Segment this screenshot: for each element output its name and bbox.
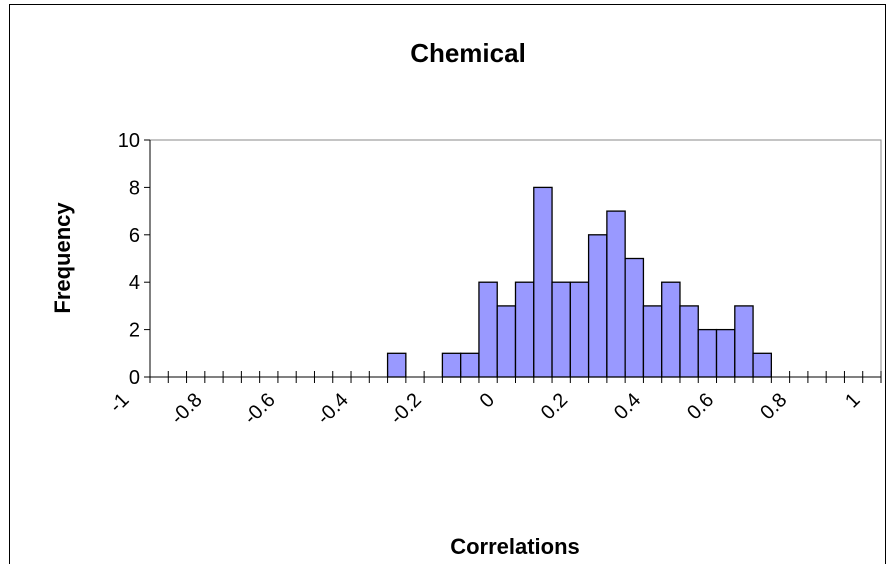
bar [624, 257, 645, 378]
chart-title: Chemical [410, 38, 526, 68]
bar [642, 305, 663, 378]
bar [386, 352, 407, 378]
bar [569, 281, 590, 378]
bar [734, 305, 754, 378]
bar [715, 328, 736, 378]
bar [606, 210, 626, 378]
x-axis-label: Correlations [450, 534, 580, 559]
bar [587, 234, 608, 378]
y-tick-label: 10 [118, 130, 140, 152]
y-tick-label: 2 [129, 320, 140, 342]
bar [551, 281, 571, 378]
bar [478, 281, 498, 378]
y-tick-label: 8 [129, 177, 140, 199]
bar [533, 186, 553, 378]
bar [752, 352, 773, 378]
bar [697, 328, 718, 378]
bar [441, 352, 462, 378]
y-axis-label: Frequency [50, 202, 75, 314]
y-tick-label: 0 [129, 367, 140, 389]
bar [661, 281, 681, 378]
y-tick-label: 4 [129, 272, 140, 294]
y-tick-label: 6 [129, 225, 140, 247]
bar [679, 305, 699, 378]
bar [496, 305, 517, 378]
chart-frame [9, 4, 886, 564]
bar [460, 352, 480, 378]
bar [514, 281, 535, 378]
